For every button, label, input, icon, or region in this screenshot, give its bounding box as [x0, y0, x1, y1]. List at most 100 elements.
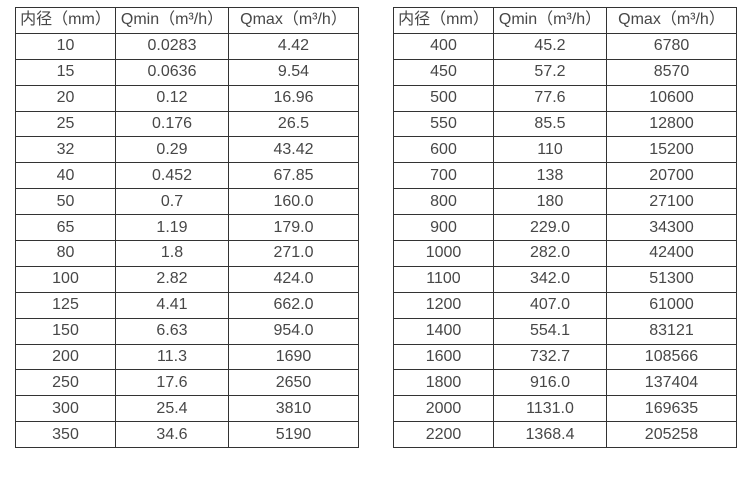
qmin-cell: 229.0: [493, 214, 607, 242]
qmax-column-header: Qmax（m³/h）: [606, 7, 737, 34]
table-row: 80 1.8 271.0: [15, 240, 359, 267]
table-header: 内径（mm） Qmin（m³/h） Qmax（m³/h）: [15, 7, 359, 34]
table-row: 32 0.29 43.42: [15, 136, 359, 164]
qmin-cell: 916.0: [493, 369, 607, 397]
table-row: 450 57.2 8570: [393, 58, 737, 86]
table-row: 10 0.0283 4.42: [15, 32, 359, 60]
qmin-cell: 25.4: [115, 395, 229, 423]
table-body: 400 45.2 6780 450 57.2 8570 500 77.6 10600 550 85.…: [393, 32, 737, 449]
qmin-cell: 0.12: [115, 84, 229, 112]
qmax-cell: 662.0: [228, 291, 359, 319]
diameter-cell: 10: [15, 32, 116, 60]
qmax-cell: 205258: [606, 421, 737, 449]
qmax-cell: 4.42: [228, 32, 359, 60]
diameter-cell: 100: [15, 265, 116, 293]
qmax-cell: 9.54: [228, 58, 359, 86]
qmin-cell: 1.8: [115, 240, 229, 267]
table-row: 65 1.19 179.0: [15, 214, 359, 242]
qmin-cell: 2.82: [115, 265, 229, 293]
qmin-cell: 342.0: [493, 265, 607, 293]
header-row: 内径（mm） Qmin（m³/h） Qmax（m³/h）: [15, 7, 359, 34]
flow-table-small-diameters: 内径（mm） Qmin（m³/h） Qmax（m³/h） 10 0.0283 4.42 1…: [15, 7, 359, 449]
table-row: 550 85.5 12800: [393, 110, 737, 138]
diameter-cell: 1100: [393, 265, 494, 293]
diameter-column-header: 内径（mm）: [15, 7, 116, 34]
diameter-cell: 125: [15, 291, 116, 319]
table-body: 10 0.0283 4.42 15 0.0636 9.54 20 0.12 16.96 25 0.1…: [15, 32, 359, 449]
qmin-cell: 0.452: [115, 162, 229, 190]
qmin-cell: 407.0: [493, 291, 607, 319]
table-row: 800 180 27100: [393, 188, 737, 216]
qmax-cell: 1690: [228, 343, 359, 371]
diameter-cell: 80: [15, 240, 116, 267]
qmin-cell: 554.1: [493, 317, 607, 345]
qmax-cell: 26.5: [228, 110, 359, 138]
table-row: 25 0.176 26.5: [15, 110, 359, 138]
diameter-cell: 600: [393, 136, 494, 164]
qmax-cell: 10600: [606, 84, 737, 112]
qmin-cell: 45.2: [493, 32, 607, 60]
qmin-cell: 0.0636: [115, 58, 229, 86]
qmax-cell: 160.0: [228, 188, 359, 216]
qmin-cell: 11.3: [115, 343, 229, 371]
table-row: 300 25.4 3810: [15, 395, 359, 423]
diameter-cell: 1200: [393, 291, 494, 319]
diameter-cell: 900: [393, 214, 494, 242]
diameter-cell: 50: [15, 188, 116, 216]
table-row: 400 45.2 6780: [393, 32, 737, 60]
qmax-cell: 27100: [606, 188, 737, 216]
qmin-cell: 85.5: [493, 110, 607, 138]
qmin-cell: 0.29: [115, 136, 229, 164]
qmin-cell: 732.7: [493, 343, 607, 371]
diameter-cell: 450: [393, 58, 494, 86]
diameter-cell: 1000: [393, 240, 494, 267]
table-row: 250 17.6 2650: [15, 369, 359, 397]
diameter-cell: 2200: [393, 421, 494, 449]
table-row: 125 4.41 662.0: [15, 291, 359, 319]
qmin-cell: 138: [493, 162, 607, 190]
table-row: 2000 1131.0 169635: [393, 395, 737, 423]
table-row: 900 229.0 34300: [393, 214, 737, 242]
flow-table-large-diameters: 内径（mm） Qmin（m³/h） Qmax（m³/h） 400 45.2 6780 45…: [393, 7, 737, 449]
table-header: 内径（mm） Qmin（m³/h） Qmax（m³/h）: [393, 7, 737, 34]
qmax-cell: 271.0: [228, 240, 359, 267]
diameter-cell: 65: [15, 214, 116, 242]
qmax-cell: 15200: [606, 136, 737, 164]
table-row: 40 0.452 67.85: [15, 162, 359, 190]
table-row: 1200 407.0 61000: [393, 291, 737, 319]
table-row: 2200 1368.4 205258: [393, 421, 737, 449]
qmax-cell: 43.42: [228, 136, 359, 164]
table-row: 150 6.63 954.0: [15, 317, 359, 345]
diameter-cell: 15: [15, 58, 116, 86]
diameter-cell: 550: [393, 110, 494, 138]
qmax-cell: 108566: [606, 343, 737, 371]
qmax-cell: 16.96: [228, 84, 359, 112]
qmin-column-header: Qmin（m³/h）: [493, 7, 607, 34]
qmax-cell: 6780: [606, 32, 737, 60]
table-row: 1800 916.0 137404: [393, 369, 737, 397]
qmin-cell: 4.41: [115, 291, 229, 319]
qmin-cell: 77.6: [493, 84, 607, 112]
diameter-cell: 32: [15, 136, 116, 164]
diameter-cell: 1800: [393, 369, 494, 397]
qmin-cell: 1131.0: [493, 395, 607, 423]
flow-rate-tables-container: 内径（mm） Qmin（m³/h） Qmax（m³/h） 10 0.0283 4.42 1…: [15, 7, 737, 449]
qmax-cell: 179.0: [228, 214, 359, 242]
table-row: 1100 342.0 51300: [393, 265, 737, 293]
qmax-cell: 51300: [606, 265, 737, 293]
qmax-cell: 42400: [606, 240, 737, 267]
diameter-cell: 700: [393, 162, 494, 190]
table-row: 15 0.0636 9.54: [15, 58, 359, 86]
table-row: 50 0.7 160.0: [15, 188, 359, 216]
diameter-column-header: 内径（mm）: [393, 7, 494, 34]
qmax-cell: 8570: [606, 58, 737, 86]
diameter-cell: 1400: [393, 317, 494, 345]
table-row: 1400 554.1 83121: [393, 317, 737, 345]
qmin-cell: 110: [493, 136, 607, 164]
diameter-cell: 40: [15, 162, 116, 190]
qmin-column-header: Qmin（m³/h）: [115, 7, 229, 34]
qmin-cell: 0.176: [115, 110, 229, 138]
table-row: 500 77.6 10600: [393, 84, 737, 112]
table-row: 600 110 15200: [393, 136, 737, 164]
